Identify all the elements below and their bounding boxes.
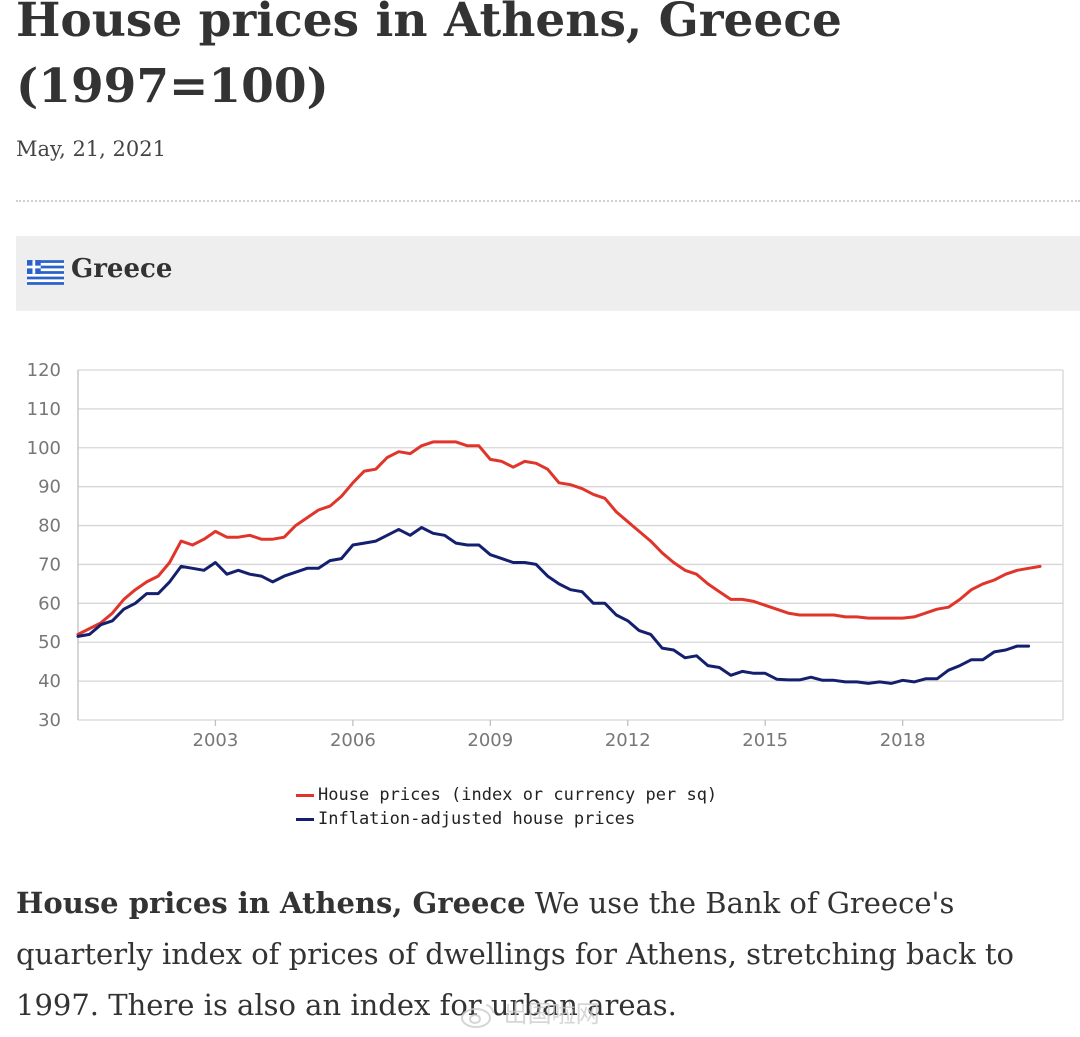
x-tick-label: 2012	[605, 730, 651, 751]
country-name: Greece	[71, 254, 173, 284]
x-tick-label: 2006	[330, 730, 376, 751]
legend-item-inflation-adjusted[interactable]: Inflation-adjusted house prices	[296, 807, 717, 831]
legend-item-house-prices[interactable]: House prices (index or currency per sq)	[296, 783, 717, 807]
x-axis-ticks: 2003 2006 2009 2012 2015 2018	[193, 720, 926, 751]
y-tick-label: 60	[38, 593, 61, 614]
publish-date: May, 21, 2021	[16, 137, 166, 161]
legend-swatch-inflation-adjusted	[296, 817, 314, 821]
series-inflation-adjusted	[76, 526, 1031, 685]
divider	[16, 200, 1080, 202]
y-tick-label: 110	[27, 399, 61, 420]
description: House prices in Athens, Greece We use th…	[16, 878, 1066, 1031]
chart-legend: House prices (index or currency per sq) …	[296, 783, 717, 831]
y-tick-label: 40	[38, 671, 61, 692]
legend-swatch-house-prices	[296, 793, 314, 797]
watermark: 出国啦网	[460, 994, 600, 1029]
chart-series	[76, 440, 1042, 685]
y-tick-label: 80	[38, 516, 61, 537]
legend-label-inflation-adjusted: Inflation-adjusted house prices	[318, 809, 636, 829]
x-tick-label: 2003	[193, 730, 239, 751]
watermark-text: 出国啦网	[503, 1000, 600, 1028]
x-tick-label: 2018	[880, 730, 926, 751]
y-axis-ticks: 30 40 50 60 70 80 90 100 110 120	[27, 360, 61, 731]
description-lead: House prices in Athens, Greece	[16, 886, 526, 920]
greece-flag-icon	[27, 260, 64, 285]
weibo-icon	[461, 1004, 495, 1028]
y-tick-label: 70	[38, 554, 61, 575]
y-tick-label: 50	[38, 632, 61, 653]
series-house-prices	[76, 440, 1042, 636]
y-tick-label: 100	[27, 438, 61, 459]
x-tick-label: 2009	[467, 730, 513, 751]
legend-label-house-prices: House prices (index or currency per sq)	[318, 785, 718, 805]
country-header[interactable]: Greece	[16, 236, 1080, 311]
y-tick-label: 30	[38, 710, 61, 731]
y-tick-label: 90	[38, 477, 61, 498]
chart-grid	[77, 369, 1064, 721]
description-body: We use the Bank of Greece's quarterly in…	[16, 886, 1015, 1022]
y-tick-label: 120	[27, 360, 61, 381]
page-title: House prices in Athens, Greece (1997=100…	[16, 0, 842, 114]
price-chart: 30 40 50 60 70 80 90 100 110 120 2003 2006 2009 2012…	[27, 360, 1064, 751]
x-tick-label: 2015	[742, 730, 788, 751]
